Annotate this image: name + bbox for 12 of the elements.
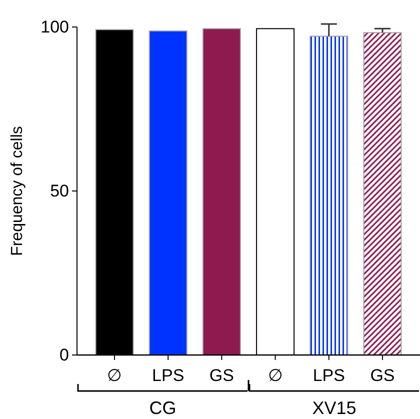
x-tick-label: LPS (152, 366, 184, 385)
y-tick-label: 50 (50, 181, 69, 200)
x-tick-label: LPS (312, 366, 345, 385)
text: XV15 (312, 398, 356, 418)
y-axis-title: Frequency of cells (9, 126, 26, 256)
y-tick-label: 100 (40, 17, 69, 36)
x-tick-label: GS (209, 366, 234, 385)
text: CG (149, 398, 176, 418)
x-tick-label: ∅ (268, 366, 283, 385)
y-tick-label: 0 (60, 345, 69, 364)
x-tick-label: ∅ (107, 366, 122, 385)
x-tick-label: GS (370, 366, 395, 385)
